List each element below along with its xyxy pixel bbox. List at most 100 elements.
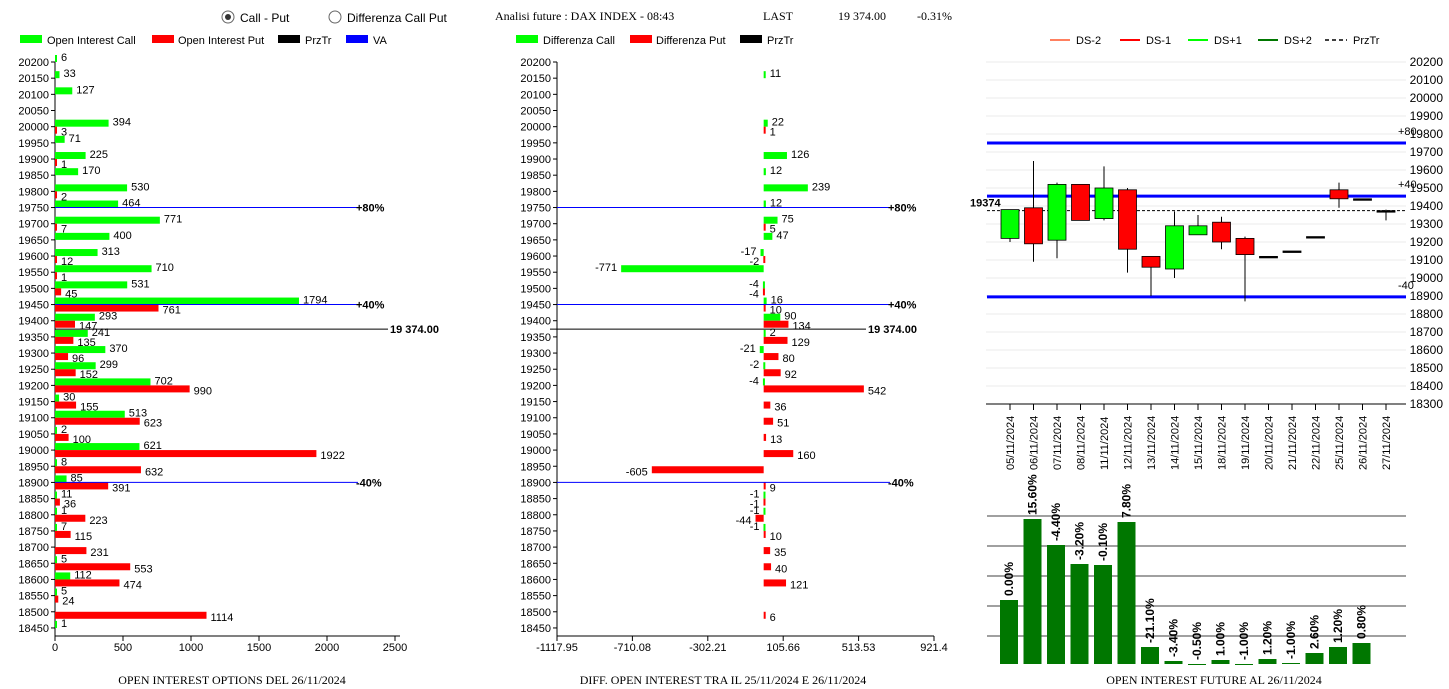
put-value-label: 121	[790, 579, 808, 591]
put-value-label: 1	[61, 272, 67, 284]
call-value-label: 400	[113, 230, 131, 242]
call-bar	[55, 265, 152, 273]
strike-label: 19950	[18, 138, 49, 150]
y-tick-label: 18600	[1410, 343, 1444, 357]
call-value-label: -1	[750, 489, 760, 501]
strike-label: 18600	[18, 574, 49, 586]
put-bar	[755, 514, 764, 522]
call-bar	[763, 523, 766, 531]
legend-label: Differenza Put	[656, 35, 726, 47]
strike-label: 19450	[18, 300, 49, 312]
date-label: 12/11/2024	[1123, 416, 1135, 470]
strike-label: 20200	[18, 57, 49, 69]
call-value-label: 75	[782, 214, 794, 226]
put-bar	[55, 466, 141, 474]
call-bar	[763, 200, 766, 208]
y-tick-label: 19200	[1410, 235, 1444, 249]
candle-body	[1000, 209, 1020, 239]
va-label: +40%	[888, 300, 917, 312]
call-bar	[55, 620, 57, 628]
call-value-label: 531	[131, 278, 149, 290]
call-bar	[55, 55, 57, 62]
strike-label: 19900	[520, 154, 551, 166]
strike-label: 19250	[520, 364, 551, 376]
strike-label: 18850	[18, 494, 49, 506]
put-value-label: 24	[62, 596, 74, 608]
x-tick-label: 1000	[179, 642, 203, 654]
candle-body	[1047, 183, 1067, 241]
legend-swatch-prztr	[740, 35, 762, 43]
put-bar	[763, 401, 771, 409]
put-bar	[763, 611, 766, 619]
strike-label: 19950	[520, 138, 551, 150]
legend-swatch-call	[20, 35, 42, 43]
put-value-label: 51	[777, 418, 789, 430]
radio-diff[interactable]: Differenza Call Put	[328, 10, 447, 25]
radio-call-put[interactable]: Call - Put	[221, 10, 290, 25]
date-label: 08/11/2024	[1076, 416, 1088, 470]
strike-label: 19500	[18, 283, 49, 295]
candle-body	[1024, 207, 1043, 245]
call-value-label: 5	[61, 553, 67, 565]
put-bar	[55, 159, 57, 167]
prztr-label: 19 374.00	[390, 324, 439, 336]
strike-label: 19200	[18, 380, 49, 392]
oi-future-chart: 0.00% 15.60% -4.40% -3.20% -0.10% 7.80% -21.10…	[987, 474, 1406, 665]
put-bar	[763, 369, 781, 377]
va-label: +40%	[356, 300, 385, 312]
call-bar	[55, 313, 95, 321]
legend-mid: Differenza Call Differenza Put PrzTr	[516, 35, 794, 47]
future-bar	[1047, 545, 1065, 664]
put-bar	[763, 563, 772, 571]
call-bar	[759, 346, 764, 354]
footer-left: OPEN INTEREST OPTIONS DEL 26/11/2024	[118, 673, 346, 687]
call-bar	[763, 362, 766, 370]
strike-label: 18700	[520, 542, 551, 554]
x-tick-label: -710.08	[614, 642, 651, 654]
strike-label: 18950	[520, 461, 551, 473]
call-value-label: 71	[69, 133, 81, 145]
va-label: -40%	[888, 477, 914, 489]
strike-label: 20150	[18, 73, 49, 85]
call-value-label: 6	[61, 52, 67, 64]
date-label: 22/11/2024	[1311, 416, 1323, 470]
call-value-label: 239	[812, 181, 830, 193]
radio-unselected-icon[interactable]	[328, 10, 342, 24]
call-bar	[55, 491, 57, 499]
call-value-label: 2	[770, 327, 776, 339]
strike-label: 18850	[520, 494, 551, 506]
call-bar	[55, 443, 140, 451]
x-tick-label: 1500	[247, 642, 271, 654]
put-bar	[55, 514, 86, 522]
future-value-label: -0.50%	[1190, 622, 1204, 660]
call-value-label: 127	[76, 84, 94, 96]
footer-mid: DIFF. OPEN INTEREST TRA IL 25/11/2024 E …	[580, 673, 867, 687]
call-value-label: 85	[71, 472, 83, 484]
date-label: 21/11/2024	[1287, 416, 1299, 470]
put-bar	[55, 433, 69, 441]
call-value-label: 313	[102, 246, 120, 258]
call-value-label: -1	[750, 505, 760, 517]
strike-label: 19100	[520, 413, 551, 425]
legend-label: DS-1	[1146, 35, 1171, 47]
candle-body	[1353, 198, 1372, 201]
strike-label: 18900	[520, 477, 551, 489]
call-bar	[55, 378, 151, 386]
put-value-label: 1	[61, 159, 67, 171]
call-value-label: 11	[61, 489, 72, 501]
y-tick-label: 19700	[1410, 145, 1444, 159]
call-value-label: 112	[74, 569, 92, 581]
strike-label: 19150	[520, 397, 551, 409]
call-bar	[55, 71, 60, 79]
candle-body	[1235, 237, 1255, 255]
call-bar	[55, 572, 71, 580]
put-bar	[55, 369, 76, 377]
future-bar	[1023, 519, 1042, 664]
header-title: Analisi future : DAX INDEX - 08:43	[495, 9, 674, 23]
strike-label: 20100	[18, 89, 49, 101]
y-tick-label: 20000	[1410, 91, 1444, 105]
y-tick-label: 19300	[1410, 217, 1444, 231]
strike-label: 18800	[18, 510, 49, 522]
call-value-label: -4	[749, 375, 759, 387]
future-value-label: 2.60%	[1308, 615, 1322, 649]
